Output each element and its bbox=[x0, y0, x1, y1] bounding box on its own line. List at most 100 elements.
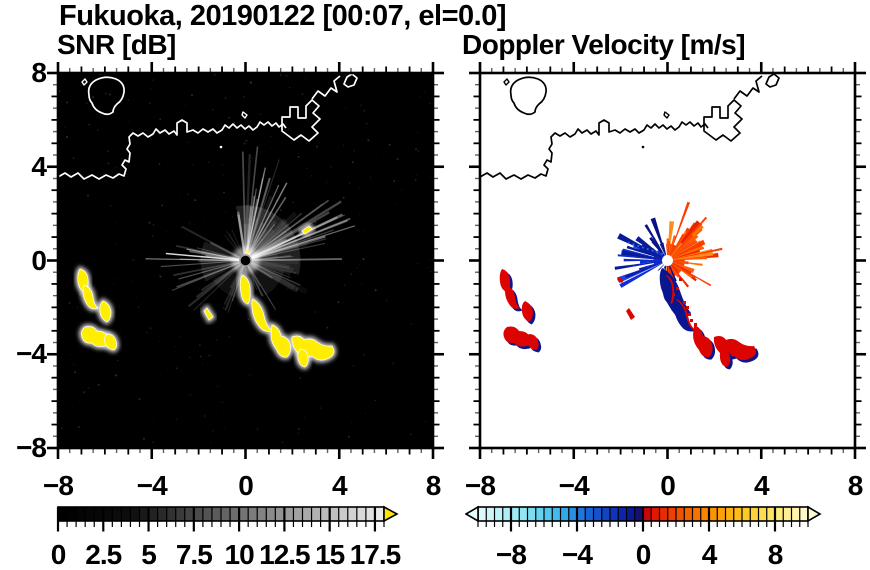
velocity-colorbar-cell bbox=[618, 507, 627, 521]
noise-speckle bbox=[208, 161, 210, 164]
noise-speckle bbox=[188, 400, 190, 402]
noise-speckle bbox=[314, 311, 316, 313]
noise-speckle bbox=[187, 141, 190, 144]
noise-speckle bbox=[142, 437, 145, 440]
radar-beam-ray bbox=[250, 219, 348, 260]
noise-speckle bbox=[419, 96, 421, 98]
noise-speckle bbox=[259, 113, 262, 115]
noise-speckle bbox=[270, 135, 272, 138]
noise-speckle bbox=[132, 259, 135, 261]
clutter-navy-blob bbox=[662, 275, 673, 304]
velocity-colorbar-cell bbox=[659, 507, 669, 521]
radar-beam-ray bbox=[250, 234, 312, 262]
noise-speckle bbox=[304, 417, 305, 419]
radar-beam-ray bbox=[246, 159, 280, 255]
noise-speckle bbox=[350, 421, 353, 424]
noise-speckle bbox=[88, 123, 91, 126]
noise-speckle bbox=[175, 418, 178, 421]
noise-speckle bbox=[247, 318, 250, 321]
radar-beam-ray bbox=[246, 173, 265, 255]
velocity-colorbar-tick-label: 4 bbox=[701, 539, 718, 570]
noise-speckle bbox=[149, 102, 152, 105]
noise-speckle bbox=[221, 270, 223, 273]
noise-speckle bbox=[342, 196, 345, 199]
noise-speckle bbox=[194, 199, 197, 202]
snr-colorbar-cell bbox=[166, 507, 177, 521]
noise-speckle bbox=[200, 307, 202, 310]
snr-colorbar-cell bbox=[248, 507, 258, 521]
radar-beam-ray bbox=[250, 216, 338, 259]
noise-speckle bbox=[146, 331, 148, 334]
noise-speckle bbox=[152, 421, 154, 423]
noise-speckle bbox=[250, 226, 253, 228]
snr-colorbar-cell bbox=[121, 507, 131, 521]
noise-speckle bbox=[65, 136, 68, 139]
noise-speckle bbox=[361, 282, 363, 284]
noise-speckle bbox=[109, 93, 111, 96]
radar-beam-ray bbox=[249, 203, 324, 258]
noise-speckle bbox=[297, 156, 300, 158]
noise-speckle bbox=[210, 442, 212, 444]
noise-speckle bbox=[224, 426, 226, 428]
noise-speckle bbox=[425, 421, 427, 423]
snr-colorbar-cell bbox=[275, 507, 285, 521]
velocity-colorbar-cell bbox=[766, 507, 776, 521]
velocity-negative-spike bbox=[624, 260, 668, 279]
noise-speckle bbox=[268, 299, 271, 301]
noise-speckle bbox=[158, 163, 161, 166]
noise-speckle bbox=[222, 306, 225, 309]
noise-speckle bbox=[107, 162, 110, 165]
snr-colorbar-cell bbox=[284, 507, 294, 521]
noise-speckle bbox=[152, 441, 154, 444]
noise-speckle bbox=[364, 412, 366, 414]
noise-speckle bbox=[138, 398, 141, 400]
noise-speckle bbox=[310, 175, 312, 177]
noise-speckle bbox=[401, 188, 404, 191]
radar-beam-ray bbox=[249, 199, 330, 258]
velocity-colorbar-cell bbox=[725, 507, 735, 521]
noise-speckle bbox=[184, 104, 186, 106]
axis-frame-group bbox=[469, 62, 866, 459]
noise-speckle bbox=[352, 365, 355, 367]
snr-colorbar-cell bbox=[230, 507, 240, 521]
y-axis-tick-label: 8 bbox=[31, 57, 47, 88]
noise-speckle bbox=[178, 356, 180, 358]
velocity-dotted-ray bbox=[625, 241, 664, 255]
coastline-dot bbox=[641, 145, 645, 149]
velocity-colorbar-cell bbox=[692, 507, 702, 521]
snr-colorbar-cell bbox=[239, 507, 249, 521]
noise-speckle bbox=[407, 401, 409, 404]
velocity-colorbar-cell bbox=[643, 507, 652, 521]
noise-speckle bbox=[179, 335, 182, 338]
noise-speckle bbox=[326, 326, 329, 329]
noise-speckle bbox=[223, 191, 225, 194]
noise-speckle bbox=[314, 221, 317, 224]
noise-speckle bbox=[350, 272, 353, 275]
snr-colorbar-tick-label: 0 bbox=[50, 539, 67, 570]
noise-speckle bbox=[150, 87, 152, 90]
velocity-colorbar-cell bbox=[560, 507, 570, 521]
noise-speckle bbox=[251, 157, 253, 159]
snr-colorbar-cell bbox=[103, 507, 113, 521]
y-axis-tick-label: −8 bbox=[16, 432, 47, 463]
snr-colorbar-cell bbox=[338, 507, 349, 521]
noise-speckle bbox=[429, 176, 432, 178]
radar-beam-ray bbox=[251, 258, 343, 262]
radar-beam-ray bbox=[245, 178, 264, 255]
snr-colorbar-cell bbox=[76, 507, 86, 521]
snr-colorbar-overflow-arrow bbox=[383, 505, 399, 523]
velocity-positive-spike bbox=[667, 241, 691, 261]
noise-speckle bbox=[377, 363, 379, 366]
velocity-panel-title: Doppler Velocity [m/s] bbox=[462, 29, 746, 60]
noise-speckle bbox=[131, 280, 133, 283]
velocity-positive-spike bbox=[666, 238, 670, 261]
noise-speckle bbox=[347, 178, 349, 180]
velocity-colorbar-cell bbox=[478, 507, 487, 521]
noise-speckle bbox=[245, 139, 248, 142]
clutter-red-speckle bbox=[683, 301, 686, 304]
noise-speckle bbox=[189, 393, 192, 396]
noise-speckle bbox=[61, 427, 63, 430]
x-axis-tick-label: 0 bbox=[238, 470, 254, 501]
noise-speckle bbox=[243, 142, 246, 145]
noise-speckle bbox=[249, 81, 252, 84]
